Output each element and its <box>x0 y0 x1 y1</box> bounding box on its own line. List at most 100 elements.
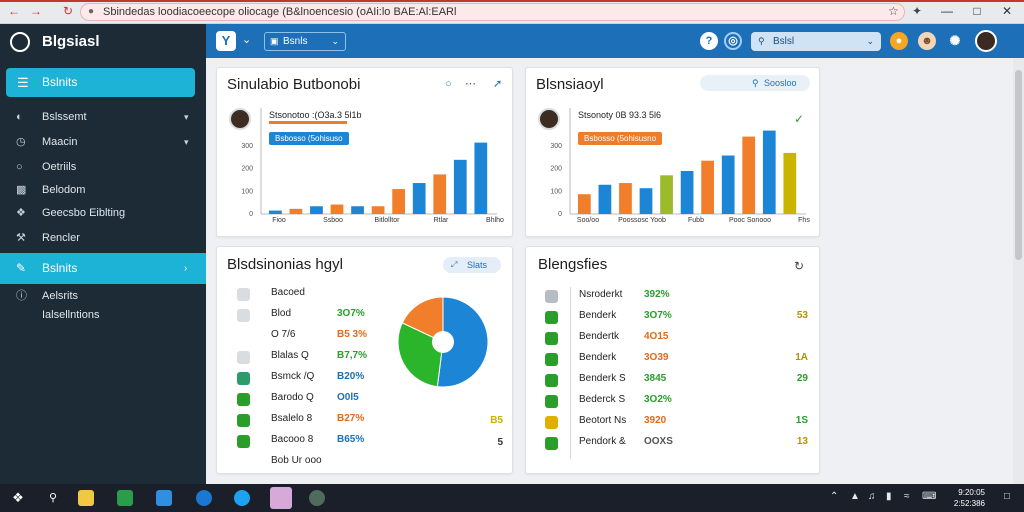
chevron-up-icon[interactable]: ⌃ <box>830 491 839 502</box>
folder-icon[interactable] <box>78 490 94 506</box>
x-tick-label: Ssboo <box>323 217 343 224</box>
settings-icon[interactable]: ✺ <box>949 33 961 48</box>
x-tick-label: Fhs <box>798 217 810 224</box>
reload-icon[interactable]: ↻ <box>62 4 74 18</box>
minimize-icon[interactable]: — <box>941 4 953 18</box>
back-icon[interactable]: ← <box>8 4 20 18</box>
row-value: 3920 <box>644 415 667 426</box>
row-label: Bsalelo 8 <box>271 413 313 424</box>
lock-icon <box>545 332 558 345</box>
maximize-icon[interactable]: □ <box>973 4 981 18</box>
row-value: 3O7% <box>337 308 365 319</box>
app-icon[interactable] <box>156 490 172 506</box>
help-icon[interactable]: ? <box>700 32 718 50</box>
sidebar-item-5[interactable]: ❖ Geecsbo Eiblting <box>0 203 206 223</box>
card-distribution: Blsdsinonias hgyl ⤢ Slats Bacoed Blod 3O7%… <box>216 246 513 474</box>
battery-icon[interactable]: ▮ <box>886 491 892 502</box>
bar <box>371 206 385 214</box>
row-label: Bacoed <box>271 287 305 298</box>
pencil-icon: ✎ <box>16 261 27 275</box>
chevron-down-icon: ⌄ <box>331 36 339 46</box>
expand-icon[interactable]: ➚ <box>493 78 503 90</box>
row-label: Benderk S <box>579 373 626 384</box>
row-label: Benderk <box>579 352 617 363</box>
forward-icon[interactable]: → <box>30 4 42 18</box>
keyboard-icon[interactable]: ⌨ <box>922 491 937 502</box>
sidebar-item-2[interactable]: ◷ Maacin ▾ <box>0 132 206 152</box>
notification-icon[interactable]: ● <box>890 32 908 50</box>
brand[interactable]: Blgsiasl <box>10 31 100 53</box>
avatar[interactable] <box>975 30 997 52</box>
global-search[interactable]: ⚲ Bslsl ⌄ <box>751 32 881 51</box>
wifi-icon[interactable]: ≈ <box>904 491 910 502</box>
sidebar-item-3[interactable]: ○ Oetriils <box>0 157 206 177</box>
row-count: 29 <box>796 373 808 384</box>
refresh-icon[interactable]: ↻ <box>794 259 805 273</box>
circle-icon[interactable]: ○ <box>445 78 452 90</box>
sidebar-item-8[interactable]: Ialsellntions <box>0 305 206 325</box>
close-icon[interactable]: ✕ <box>1001 4 1013 18</box>
series-tag: Bsbosso (5ohisuso <box>269 132 349 145</box>
y-tick-label: 200 <box>241 166 253 173</box>
chevron-down-icon[interactable]: ⌄ <box>242 34 252 46</box>
windows-start-icon[interactable]: ❖ <box>12 490 24 505</box>
y-tick-label: 300 <box>241 143 253 150</box>
gauge-icon: ◐ <box>16 111 23 123</box>
pie-chart <box>397 296 489 388</box>
stats-button[interactable]: ⤢ Slats <box>443 257 501 273</box>
sidebar-item-label: Belodom <box>42 184 86 196</box>
chevron-down-icon: ▾ <box>184 112 189 122</box>
settings-app-icon[interactable] <box>309 490 325 506</box>
scrollbar[interactable] <box>1013 58 1024 484</box>
target-icon[interactable]: ◎ <box>724 32 742 50</box>
sidebar-item-6[interactable]: ⚒ Rencler <box>0 228 206 248</box>
app-logo[interactable]: Y <box>216 31 236 51</box>
bar-chart-1: 300 200 100 0 Fioo Ssboo Bitlolltor Rtlar Bhlho <box>241 108 504 224</box>
row-value: 3845 <box>644 373 667 384</box>
progress-line <box>269 121 347 124</box>
refresh-icon <box>237 372 250 385</box>
header-search[interactable]: ▣ Bsnls ⌄ <box>264 32 346 51</box>
card-business: Blsnsiaoyl ⚲ Soosloo ✓ Stsonoty 0B 93.3 … <box>525 67 820 237</box>
pie-slice <box>436 296 489 388</box>
series-tag: Bsbosso (5ohisusno <box>578 132 663 145</box>
network-icon[interactable]: ▲ <box>850 491 860 502</box>
card-search-button[interactable]: ⚲ Soosloo <box>700 75 810 91</box>
sidebar-item-7[interactable]: ⓘ Aelsrits <box>0 286 206 306</box>
dots-icon[interactable]: ⋯ <box>465 78 476 90</box>
store-icon[interactable] <box>117 490 133 506</box>
x-tick-label: Poossosc Yoob <box>618 217 666 224</box>
bar <box>351 206 364 214</box>
row-value: B20% <box>337 371 365 382</box>
tab-accent-strip <box>0 0 1024 2</box>
browser-toolbar: ← → ↻ ● Sbindedas loodiacoeecope oliocag… <box>0 0 1024 24</box>
extension-icon[interactable]: ✦ <box>912 4 923 18</box>
sidebar-item-selected[interactable]: ✎ Bslnits › <box>0 253 206 284</box>
sidebar-item-1[interactable]: ◐ Bslssemt ▾ <box>0 107 206 127</box>
chart-subline: Stsonotoo :(O3a.3 5l1b <box>269 110 362 120</box>
clock[interactable]: 9:20:05 2:52:386 <box>945 487 985 509</box>
brand-name: Blgsiasl <box>42 33 100 50</box>
active-app-icon[interactable] <box>270 487 292 509</box>
row-label: Bsmck /Q <box>271 371 315 382</box>
avatar <box>538 108 560 130</box>
search-icon[interactable]: ⚲ <box>48 492 58 504</box>
search-icon: ⚲ <box>758 36 765 46</box>
notifications-icon[interactable]: □ <box>1004 491 1011 502</box>
browser-icon[interactable] <box>196 490 212 506</box>
profile-icon[interactable]: ☻ <box>918 32 936 50</box>
check-box-icon <box>545 437 558 450</box>
volume-icon[interactable]: ♫ <box>868 491 876 502</box>
side-number: B5 <box>490 415 503 426</box>
address-bar[interactable]: ● Sbindedas loodiacoeecope oliocage (B&l… <box>80 3 905 21</box>
star-icon[interactable]: ☆ <box>888 4 899 18</box>
row-label: Nsroderkt <box>579 289 623 300</box>
sidebar-item-dashboard[interactable]: ☰ Bslnits <box>6 68 195 97</box>
sidebar: Blgsiasl ☰ Bslnits ◐ Bslssemt ▾ ◷ Maacin… <box>0 24 206 484</box>
sidebar-item-4[interactable]: ▩ Belodom <box>0 180 206 200</box>
messenger-icon[interactable] <box>234 490 250 506</box>
row-label: Barodo Q <box>271 392 314 403</box>
scrollbar-thumb[interactable] <box>1015 70 1022 260</box>
bar <box>762 130 776 214</box>
row-value: O0l5 <box>337 392 359 403</box>
